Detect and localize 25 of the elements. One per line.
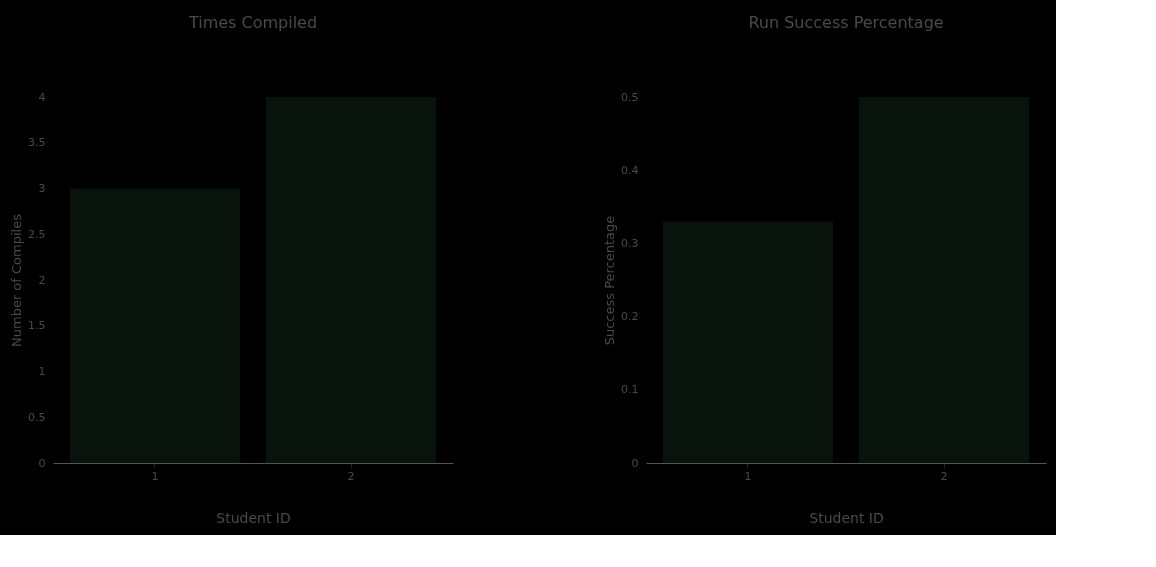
y-tick-label: 0 xyxy=(38,456,46,470)
y-tick-label: 0.1 xyxy=(621,383,639,397)
y-tick-label: 0.5 xyxy=(28,410,46,424)
y-tick-label: 0.2 xyxy=(621,310,639,324)
y-tick-label: 0.4 xyxy=(621,163,639,177)
y-axis-title: Number of Compiles xyxy=(9,213,25,347)
y-tick-label: 3 xyxy=(38,182,46,195)
x-tick-label: 2 xyxy=(940,469,948,483)
y-tick-label: 0 xyxy=(631,456,639,470)
x-axis-title: Student ID xyxy=(216,509,291,526)
y-tick-label: 4 xyxy=(38,90,46,104)
x-tick-label: 1 xyxy=(744,469,752,483)
y-tick-label: 2 xyxy=(38,273,46,287)
chart-title: Run Success Percentage xyxy=(748,13,944,32)
y-tick-label: 1.5 xyxy=(28,319,46,333)
x-tick-label: 1 xyxy=(151,469,159,483)
y-tick-label: 0.3 xyxy=(621,236,639,250)
y-tick-label: 0.5 xyxy=(621,90,639,104)
chart-title: Times Compiled xyxy=(187,13,318,32)
y-tick-label: 1 xyxy=(38,365,46,378)
y-axis-title: Success Percentage xyxy=(602,215,618,346)
y-tick-label: 3.5 xyxy=(28,136,46,150)
x-axis-title: Student ID xyxy=(809,509,884,526)
y-tick-label: 2.5 xyxy=(28,227,46,241)
x-tick-label: 2 xyxy=(347,469,355,483)
